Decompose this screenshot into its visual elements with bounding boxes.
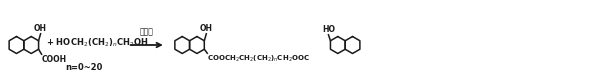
Text: OH: OH [34,24,47,33]
Text: COOCH$_2$CH$_2$(CH$_2$)$_n$CH$_2$OOC: COOCH$_2$CH$_2$(CH$_2$)$_n$CH$_2$OOC [207,54,310,64]
Text: OH: OH [200,24,213,33]
Text: COOH: COOH [41,55,66,64]
Text: HO: HO [322,25,335,34]
Text: n=0~20: n=0~20 [65,63,102,72]
Text: 热水解: 热水解 [140,27,154,36]
Text: + HOCH$_2$(CH$_2$)$_n$CH$_2$OH: + HOCH$_2$(CH$_2$)$_n$CH$_2$OH [46,37,149,49]
